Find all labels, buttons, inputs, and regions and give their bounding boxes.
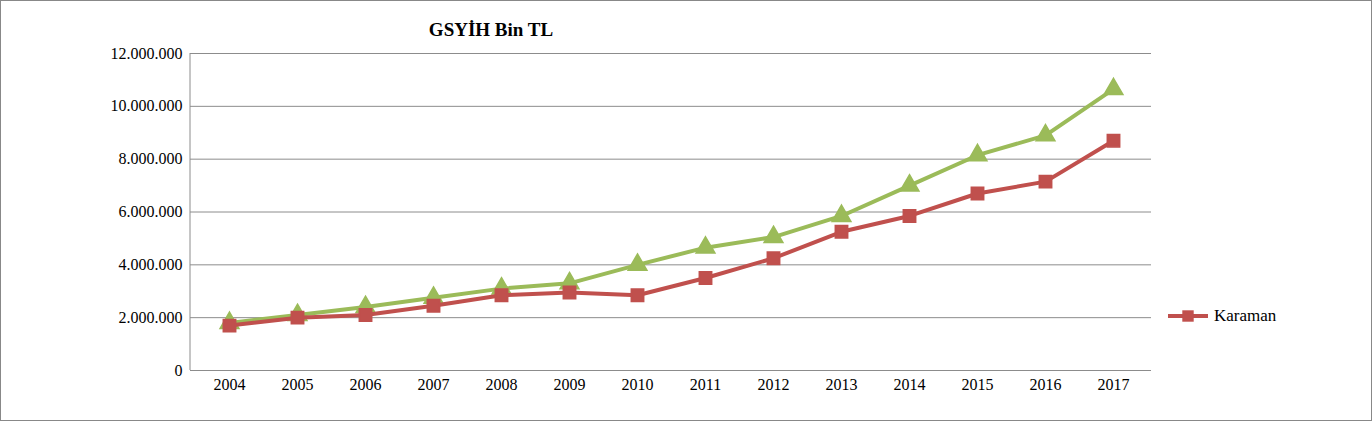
html-text:GSYİH Bin TL: GSYİH Bin TL — [428, 19, 554, 40]
svg-text:6.000.000: 6.000.000 — [119, 203, 183, 220]
svg-text:4.000.000: 4.000.000 — [119, 256, 183, 273]
svg-text:8.000.000: 8.000.000 — [119, 150, 183, 167]
svg-text:2004: 2004 — [214, 376, 246, 393]
svg-text:2014: 2014 — [894, 376, 926, 393]
svg-text:2007: 2007 — [418, 376, 450, 393]
svg-text:2015: 2015 — [962, 376, 994, 393]
svg-text:10.000.000: 10.000.000 — [111, 97, 183, 114]
svg-text:2011: 2011 — [690, 376, 721, 393]
svg-text:0: 0 — [175, 362, 183, 379]
svg-text:2005: 2005 — [282, 376, 314, 393]
svg-text:2009: 2009 — [554, 376, 586, 393]
svg-text:2006: 2006 — [350, 376, 382, 393]
svg-text:2017: 2017 — [1098, 376, 1130, 393]
html-text:Karaman: Karaman — [1214, 306, 1277, 325]
svg-text:2.000.000: 2.000.000 — [119, 309, 183, 326]
svg-text:2016: 2016 — [1030, 376, 1062, 393]
svg-text:2013: 2013 — [826, 376, 858, 393]
svg-text:2012: 2012 — [758, 376, 790, 393]
svg-text:2008: 2008 — [486, 376, 518, 393]
svg-text:12.000.000: 12.000.000 — [111, 45, 183, 62]
svg-text:2010: 2010 — [622, 376, 654, 393]
